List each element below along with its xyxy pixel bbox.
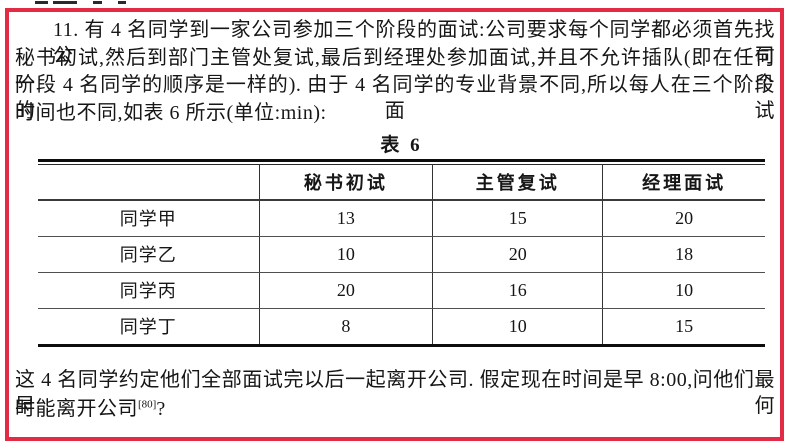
table-header-row: 秘书初试 主管复试 经理面试 — [38, 164, 765, 201]
closing-question-text: 时能离开公司 — [15, 398, 138, 420]
cropped-text-fragment — [118, 1, 126, 4]
table-container: 秘书初试 主管复试 经理面试 同学甲 13 15 20 同学乙 10 20 18 — [38, 159, 765, 347]
table-cell: 20 — [432, 236, 603, 273]
table-row: 同学甲 13 15 20 — [38, 199, 765, 237]
cropped-text-fragment — [35, 1, 48, 4]
row-label: 同学丁 — [119, 317, 177, 337]
table-cell: 20 — [258, 272, 433, 309]
row-label: 同学丙 — [38, 272, 259, 309]
table-cell: 20 — [602, 199, 765, 237]
table-cell: 10 — [602, 272, 765, 309]
column-header-manager: 主管复试 — [432, 164, 603, 201]
table-row: 同学乙 10 20 18 — [38, 236, 765, 273]
problem-statement-line-1: 11. 有 4 名同学到一家公司参加三个阶段的面试:公司要求每个同学都必须首先找… — [53, 19, 775, 67]
table-top-rule — [38, 159, 765, 162]
cropped-text-fragment — [93, 1, 102, 4]
row-label: 同学乙 — [38, 236, 259, 273]
problem-statement-line-3: 阶段 4 名同学的顺序是一样的). 由于 4 名同学的专业背景不同,所以每人在三… — [15, 74, 775, 122]
column-header-secretary: 秘书初试 — [258, 164, 433, 201]
problem-statement-line-4: 时间也不同,如表 6 所示(单位:min): — [15, 102, 327, 124]
table-cell: 10 — [258, 236, 433, 273]
reference-marker: [80] — [138, 398, 157, 411]
table-cell: 13 — [258, 199, 433, 237]
table-cell: 15 — [432, 199, 603, 237]
closing-question-mark: ? — [156, 398, 166, 420]
table-cell: 8 — [258, 308, 433, 345]
table-row: 同学丁 8 10 15 — [38, 308, 765, 345]
table-cell: 18 — [602, 236, 765, 273]
table-cell: 10 — [432, 308, 603, 345]
cropped-text-fragment — [53, 1, 77, 4]
closing-question-line-1: 这 4 名同学约定他们全部面试完以后一起离开公司. 假定现在时间是早 8:00,… — [15, 369, 775, 417]
table-row: 同学丙 20 16 10 — [38, 272, 765, 309]
column-header-director: 经理面试 — [602, 164, 765, 201]
closing-question-line-2: 时能离开公司[80]? — [15, 396, 775, 422]
table-caption: 表 6 — [380, 135, 423, 156]
problem-statement-line-2: 秘书初试,然后到部门主管处复试,最后到经理处参加面试,并且不允许插队(即在任何一… — [15, 47, 775, 95]
table-cell: 16 — [432, 272, 603, 309]
column-header-empty — [38, 164, 259, 201]
row-label: 同学甲 — [38, 199, 259, 237]
interview-times-table: 秘书初试 主管复试 经理面试 同学甲 13 15 20 同学乙 10 20 18 — [38, 163, 765, 347]
table-cell: 15 — [602, 308, 765, 345]
